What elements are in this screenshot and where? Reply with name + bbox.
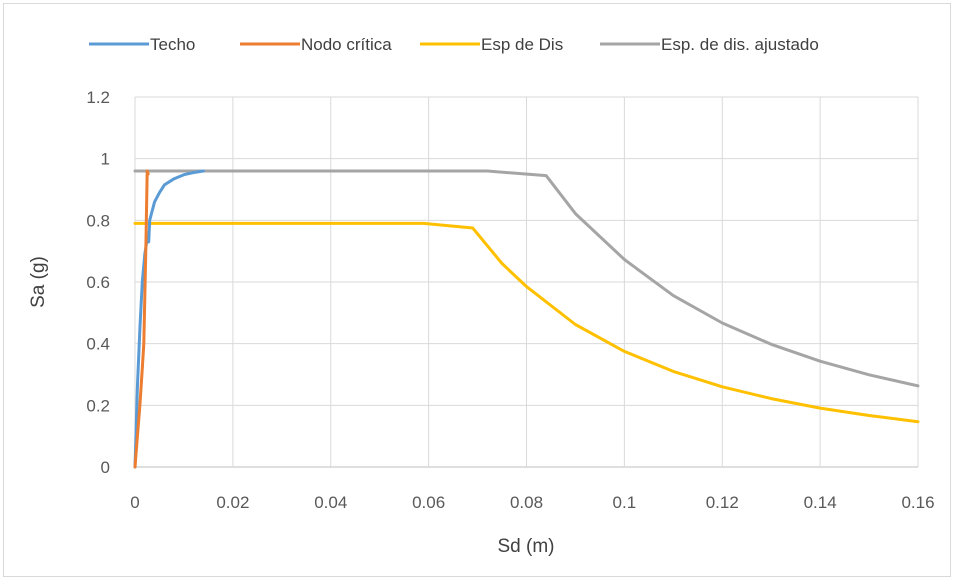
x-tick-label: 0 — [130, 493, 139, 512]
legend-label: Esp. de dis. ajustado — [661, 35, 819, 54]
series-lines — [133, 169, 920, 469]
series-line-2 — [133, 169, 150, 469]
x-tick-label: 0.08 — [510, 493, 543, 512]
y-tick-label: 0.2 — [86, 396, 110, 415]
y-tick-label: 0.8 — [86, 211, 110, 230]
x-tick-label: 0.02 — [216, 493, 249, 512]
x-tick-label: 0.06 — [412, 493, 445, 512]
y-tick-label: 0 — [101, 458, 110, 477]
grid — [134, 96, 919, 468]
y-tick-label: 1 — [101, 150, 110, 169]
y-tick-labels: 0 0.2 0.4 0.6 0.8 1 1.2 — [86, 88, 110, 477]
y-tick-label: 1.2 — [86, 88, 110, 107]
series-line-4 — [133, 169, 920, 388]
x-tick-label: 0.04 — [314, 493, 347, 512]
x-tick-label: 0.14 — [804, 493, 837, 512]
series-line-1 — [133, 169, 205, 469]
y-tick-label: 0.6 — [86, 273, 110, 292]
y-tick-label: 0.4 — [86, 335, 110, 354]
legend-label: Nodo crítica — [301, 35, 392, 54]
chart-frame — [3, 3, 951, 577]
legend-label: Esp de Dis — [481, 35, 563, 54]
y-axis-title: Sa (g) — [28, 256, 49, 308]
series-line-3 — [133, 221, 920, 424]
x-tick-label: 0.16 — [901, 493, 934, 512]
x-tick-labels: 0 0.02 0.04 0.06 0.08 0.1 0.12 0.14 0.16 — [130, 493, 934, 512]
legend-label: Techo — [150, 35, 195, 54]
x-axis-title: Sd (m) — [498, 536, 555, 557]
x-tick-label: 0.1 — [613, 493, 637, 512]
x-tick-label: 0.12 — [706, 493, 739, 512]
legend: Techo Nodo crítica Esp de Dis Esp. de dis. … — [89, 35, 819, 54]
